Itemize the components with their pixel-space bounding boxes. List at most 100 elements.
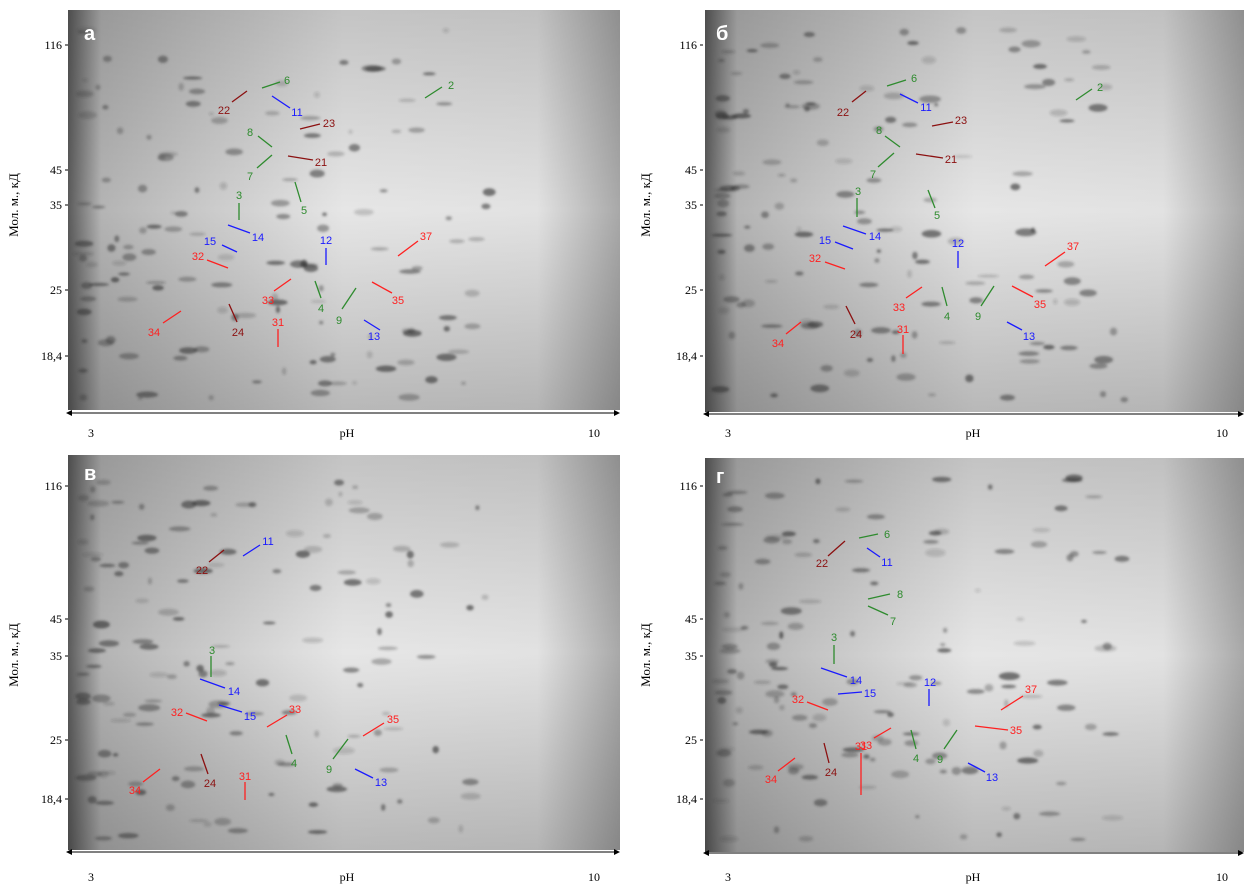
protein-spot xyxy=(203,821,212,827)
protein-spot xyxy=(99,563,116,568)
protein-spot xyxy=(723,779,735,787)
spot-label: 9 xyxy=(326,764,332,776)
protein-spot xyxy=(351,380,358,385)
protein-spot xyxy=(915,815,920,819)
protein-spot xyxy=(773,696,780,704)
protein-spot xyxy=(867,514,885,520)
y-tick-label: 25 xyxy=(50,283,62,297)
spot-pointer xyxy=(827,540,846,557)
spot-pointer xyxy=(866,547,881,558)
protein-spot xyxy=(907,269,912,278)
y-tick-label: 25 xyxy=(685,733,697,747)
protein-spot xyxy=(208,395,214,401)
protein-spot xyxy=(969,297,983,304)
protein-spot xyxy=(738,583,744,590)
protein-spot xyxy=(475,505,480,511)
protein-spot xyxy=(813,538,820,544)
protein-spot xyxy=(95,800,114,806)
protein-spot xyxy=(396,799,403,804)
protein-spot xyxy=(281,367,287,375)
protein-spot xyxy=(90,556,102,562)
protein-spot xyxy=(795,271,804,276)
protein-spot xyxy=(844,479,864,484)
protein-spot xyxy=(716,126,731,133)
protein-spot xyxy=(714,188,730,192)
protein-spot xyxy=(135,722,154,726)
protein-spot xyxy=(765,690,785,698)
spot-pointer xyxy=(341,287,357,310)
protein-spot xyxy=(841,752,859,758)
protein-spot xyxy=(217,306,228,314)
protein-spot xyxy=(1017,757,1039,764)
protein-spot xyxy=(181,500,197,509)
spot-label: 31 xyxy=(855,741,867,753)
protein-spot xyxy=(801,774,819,780)
spot-pointer xyxy=(332,738,349,760)
protein-spot xyxy=(123,712,136,717)
protein-spot xyxy=(354,208,374,216)
protein-spot xyxy=(229,731,243,736)
protein-spot xyxy=(794,231,814,238)
protein-spot xyxy=(267,299,288,306)
protein-spot xyxy=(78,494,90,502)
spot-pointer xyxy=(867,605,889,616)
y-tick-label: 18,4 xyxy=(676,792,697,806)
spot-pointer xyxy=(208,549,225,563)
protein-spot xyxy=(208,112,214,116)
protein-spot xyxy=(272,569,282,574)
protein-spot xyxy=(902,732,920,736)
protein-spot xyxy=(308,802,319,807)
protein-spot xyxy=(97,749,112,758)
spot-pointer xyxy=(185,712,208,722)
protein-spot xyxy=(773,826,780,834)
protein-spot xyxy=(1032,724,1042,730)
protein-spot xyxy=(447,349,470,355)
protein-spot xyxy=(408,127,425,133)
spot-pointer xyxy=(371,281,393,294)
spot-label: 21 xyxy=(315,157,327,169)
spot-label: 9 xyxy=(336,315,342,327)
protein-spot xyxy=(139,227,147,234)
spot-pointer xyxy=(820,667,848,678)
protein-spot xyxy=(765,279,778,283)
protein-spot xyxy=(300,115,321,121)
protein-spot xyxy=(234,312,257,319)
protein-spot xyxy=(891,770,910,779)
protein-spot xyxy=(1043,344,1055,350)
protein-spot xyxy=(1012,171,1033,177)
protein-spot xyxy=(481,203,491,210)
protein-spot xyxy=(720,572,731,578)
protein-spot xyxy=(138,503,145,510)
protein-spot xyxy=(793,80,814,85)
protein-spot xyxy=(761,324,783,328)
spot-label: 35 xyxy=(387,714,399,726)
spot-pointer xyxy=(905,286,923,299)
protein-spot xyxy=(307,830,328,834)
protein-spot xyxy=(337,570,356,575)
protein-spot xyxy=(939,341,956,345)
spot-pointer xyxy=(967,762,986,773)
protein-spot xyxy=(416,654,436,660)
protein-spot xyxy=(727,668,737,675)
spot-label: 7 xyxy=(870,169,876,181)
protein-spot xyxy=(189,232,206,236)
y-tick-label: 18,4 xyxy=(41,349,62,363)
protein-spot xyxy=(721,643,738,650)
spot-pointer xyxy=(910,729,917,750)
protein-spot xyxy=(754,680,771,685)
protein-spot xyxy=(762,243,775,250)
protein-spot xyxy=(382,711,390,716)
protein-spot xyxy=(813,57,823,62)
protein-spot xyxy=(83,586,95,592)
protein-spot xyxy=(317,224,330,232)
protein-spot xyxy=(86,262,98,268)
protein-spot xyxy=(357,682,364,688)
protein-spot xyxy=(1070,837,1086,842)
spot-pointer xyxy=(785,321,802,335)
spot-label: 23 xyxy=(955,115,967,127)
protein-spot xyxy=(185,100,201,107)
protein-spot xyxy=(816,139,829,146)
protein-spot xyxy=(876,249,881,253)
protein-spot xyxy=(252,380,262,384)
